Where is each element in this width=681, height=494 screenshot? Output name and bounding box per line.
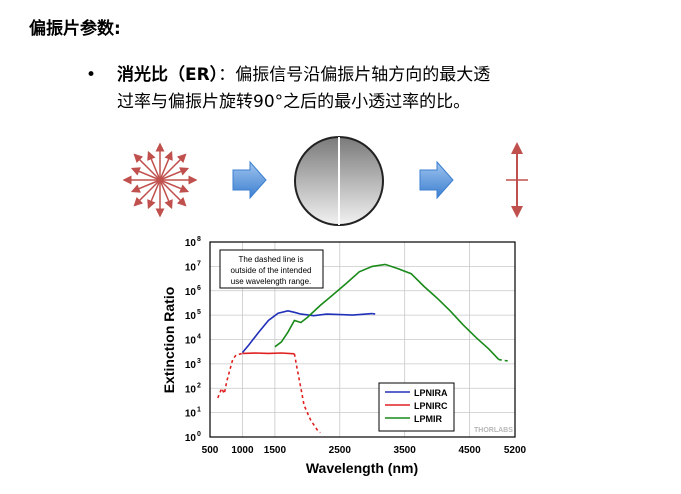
y-tick-label: 10 bbox=[185, 336, 197, 347]
light-ray bbox=[130, 167, 161, 181]
series-lpnira-line bbox=[241, 309, 373, 354]
bullet-colon: ： bbox=[218, 65, 236, 85]
x-tick-label: 5200 bbox=[504, 445, 527, 456]
annotation-box: The dashed line is outside of the intend… bbox=[219, 249, 324, 289]
slide-title: 偏振片参数: bbox=[29, 19, 121, 39]
x-tick-label: 3500 bbox=[394, 445, 417, 456]
legend-label: LPNIRA bbox=[414, 388, 448, 398]
polarization-diagram bbox=[122, 136, 528, 226]
chart-grid bbox=[209, 241, 516, 438]
y-tick-label: 10 bbox=[185, 360, 197, 371]
y-tick-exponent: 6 bbox=[197, 285, 201, 292]
y-tick-label: 10 bbox=[185, 238, 197, 249]
x-axis-label: Wavelength (nm) bbox=[306, 460, 418, 476]
x-tick-label: 1500 bbox=[264, 445, 287, 456]
annotation-line-2: outside of the intended bbox=[231, 266, 312, 275]
light-ray bbox=[133, 179, 161, 207]
x-tick-label: 500 bbox=[202, 445, 219, 456]
arrow-right-icon bbox=[419, 160, 454, 200]
y-tick-label: 10 bbox=[185, 409, 197, 420]
unpolarized-light-icon bbox=[122, 142, 198, 218]
series-lpnira-dashed-line bbox=[372, 312, 376, 315]
y-tick-label: 10 bbox=[185, 311, 197, 322]
polarizer-disk-icon bbox=[294, 136, 384, 226]
y-tick-exponent: 4 bbox=[197, 334, 201, 341]
bullet-line-2: 过率与偏振片旋转90°之后的最小透过率的比。 bbox=[117, 92, 471, 112]
y-tick-exponent: 2 bbox=[197, 382, 201, 389]
x-tick-label: 1000 bbox=[231, 445, 254, 456]
annotation-line-1: The dashed line is bbox=[239, 255, 304, 264]
y-tick-exponent: 8 bbox=[197, 236, 201, 243]
x-tick-labels: 500 1000 1500 2500 3500 4500 5200 bbox=[202, 445, 527, 456]
legend-label: LPNIRC bbox=[414, 401, 448, 411]
bullet-line-1: 偏振信号沿偏振片轴方向的最大透 bbox=[235, 65, 491, 85]
light-ray bbox=[159, 179, 173, 210]
y-tick-label: 10 bbox=[185, 262, 197, 273]
series-lpnirc-dashed-line bbox=[217, 352, 243, 399]
series-lpmir-dashed-line bbox=[498, 358, 509, 362]
bullet-text: 消光比（ER）：偏振信号沿偏振片轴方向的最大透 过率与偏振片旋转90°之后的最小… bbox=[117, 62, 597, 116]
y-tick-label: 10 bbox=[185, 287, 197, 298]
arrow-right-icon bbox=[232, 160, 267, 200]
light-ray bbox=[159, 153, 187, 181]
light-ray bbox=[159, 179, 190, 193]
thorlabs-watermark: THORLABS bbox=[474, 427, 513, 434]
light-ray bbox=[147, 179, 161, 210]
bullet-term: 消光比（ER） bbox=[117, 65, 219, 85]
series-lpnirc-dashed-line bbox=[293, 353, 321, 434]
y-tick-exponent: 0 bbox=[197, 431, 201, 438]
light-ray bbox=[133, 153, 161, 181]
y-tick-exponent: 5 bbox=[197, 309, 201, 316]
y-tick-label: 10 bbox=[185, 384, 197, 395]
plot-area bbox=[209, 241, 516, 438]
y-tick-exponent: 7 bbox=[197, 260, 201, 267]
light-ray bbox=[159, 150, 173, 181]
bullet-dot: • bbox=[86, 65, 97, 85]
legend-label: LPMIR bbox=[414, 414, 442, 424]
series-lpnirc-line bbox=[242, 352, 295, 355]
y-tick-exponent: 1 bbox=[197, 407, 201, 414]
light-ray bbox=[159, 167, 190, 181]
light-ray bbox=[147, 150, 161, 181]
legend: LPNIRA LPNIRC LPMIR bbox=[378, 382, 455, 432]
light-ray bbox=[159, 179, 187, 207]
x-tick-label: 2500 bbox=[329, 445, 352, 456]
polarized-light-icon bbox=[506, 142, 528, 218]
annotation-line-3: use wavelength range. bbox=[231, 277, 312, 286]
series-lpmir-line bbox=[274, 263, 500, 361]
y-tick-label: 10 bbox=[185, 433, 197, 444]
x-tick-label: 4500 bbox=[458, 445, 481, 456]
series-lines bbox=[217, 263, 509, 434]
y-tick-exponent: 3 bbox=[197, 358, 201, 365]
y-axis-label: Extinction Ratio bbox=[161, 287, 177, 394]
light-ray bbox=[130, 179, 161, 193]
